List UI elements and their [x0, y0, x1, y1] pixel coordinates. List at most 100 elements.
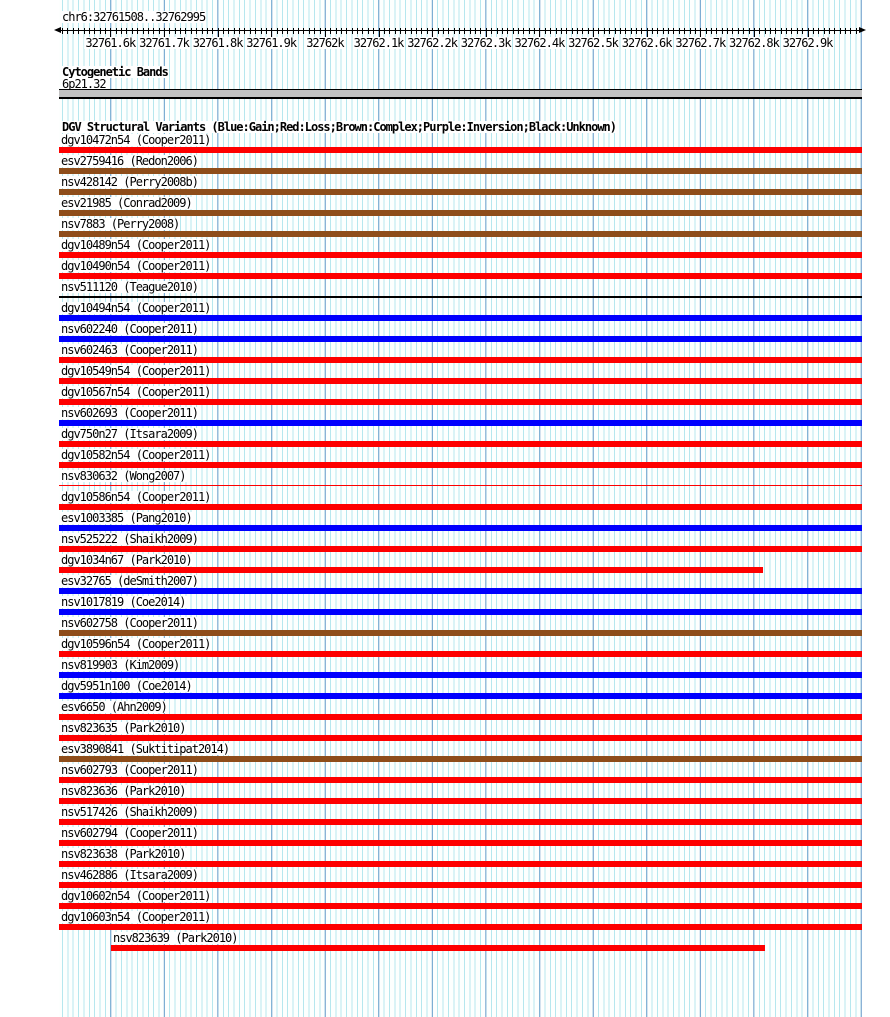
variant-label[interactable]: nsv602693 (Cooper2011) [60, 406, 199, 420]
variant-label[interactable]: nsv7883 (Perry2008) [60, 217, 180, 231]
variant-bar[interactable] [59, 924, 862, 930]
variant-bar[interactable] [59, 756, 862, 762]
ruler-tick-label: 32762k [305, 36, 345, 50]
ruler[interactable]: 32761.6k 32761.7k 32761.8k 32761.9k 32762k 32… [54, 27, 866, 52]
variant-bar[interactable] [59, 147, 862, 153]
variant-bar[interactable] [59, 588, 862, 594]
track-canvas: chr6:32761508..32762995 32761.6k 32761.7k… [54, 0, 866, 1017]
variant-bar[interactable] [59, 420, 862, 426]
ruler-tick-label: 32762.7k [674, 36, 727, 50]
ruler-tick-label: 32762.4k [513, 36, 566, 50]
variant-label[interactable]: dgv10472n54 (Cooper2011) [60, 133, 211, 147]
ruler-tick-label: 32761.8k [191, 36, 244, 50]
variant-label[interactable]: esv21985 (Conrad2009) [60, 196, 193, 210]
cytogenetic-bands-header: Cytogenetic Bands [61, 65, 169, 79]
variant-bar[interactable] [59, 189, 862, 195]
ruler-tick-label: 32762.8k [727, 36, 780, 50]
variant-bar[interactable] [59, 609, 862, 615]
variant-bar[interactable] [59, 651, 862, 657]
variant-bar[interactable] [59, 485, 862, 486]
variant-bar[interactable] [59, 462, 862, 468]
ruler-line [61, 30, 859, 31]
variant-label[interactable]: dgv10490n54 (Cooper2011) [60, 259, 211, 273]
cytoband-bar[interactable] [59, 89, 862, 99]
variant-label[interactable]: nsv602463 (Cooper2011) [60, 343, 199, 357]
variant-bar[interactable] [59, 735, 862, 741]
variant-label[interactable]: dgv1034n67 (Park2010) [60, 553, 193, 567]
variant-label[interactable]: nsv428142 (Perry2008b) [60, 175, 199, 189]
ruler-tick-label: 32762.2k [406, 36, 458, 50]
variant-label[interactable]: dgv10602n54 (Cooper2011) [60, 889, 211, 903]
variant-bar[interactable] [59, 357, 862, 363]
variant-bar[interactable] [59, 252, 862, 258]
variant-label[interactable]: dgv5951n100 (Coe2014) [60, 679, 193, 693]
variant-bar[interactable] [59, 336, 862, 342]
variant-bar[interactable] [59, 315, 862, 321]
variant-label[interactable]: nsv602794 (Cooper2011) [60, 826, 199, 840]
ruler-tick-label: 32761.7k [138, 36, 190, 50]
variant-label[interactable]: dgv750n27 (Itsara2009) [60, 427, 199, 441]
variant-label[interactable]: dgv10596n54 (Cooper2011) [60, 637, 211, 651]
variant-bar[interactable] [59, 693, 862, 699]
variant-label[interactable]: esv1003385 (Pang2010) [60, 511, 193, 525]
ruler-tick-label: 32762.1k [352, 36, 405, 50]
variant-bar[interactable] [59, 441, 862, 447]
variant-bar[interactable] [59, 399, 862, 405]
ruler-right-arrow-icon [859, 27, 866, 33]
variant-bar[interactable] [59, 630, 862, 636]
variant-bar[interactable] [59, 777, 862, 783]
dgv-track-header: DGV Structural Variants (Blue:Gain;Red:L… [61, 120, 617, 134]
variant-bar[interactable] [59, 903, 862, 909]
variant-label[interactable]: dgv10603n54 (Cooper2011) [60, 910, 211, 924]
variant-bar[interactable] [111, 945, 765, 951]
variant-bar[interactable] [59, 168, 862, 174]
variant-bar[interactable] [59, 296, 862, 298]
variant-label[interactable]: nsv511120 (Teague2010) [60, 280, 199, 294]
variant-bar[interactable] [59, 882, 862, 888]
variant-label[interactable]: nsv823639 (Park2010) [112, 931, 239, 945]
ruler-tick-label: 32762.9k [781, 36, 834, 50]
variant-label[interactable]: esv3890841 (Suktitipat2014) [60, 742, 230, 756]
variant-label[interactable]: nsv823636 (Park2010) [60, 784, 187, 798]
variant-label[interactable]: nsv602793 (Cooper2011) [60, 763, 199, 777]
variant-label[interactable]: nsv602758 (Cooper2011) [60, 616, 199, 630]
variant-label[interactable]: dgv10567n54 (Cooper2011) [60, 385, 211, 399]
variant-bar[interactable] [59, 714, 862, 720]
variant-bar[interactable] [59, 798, 862, 804]
variant-bar[interactable] [59, 231, 862, 237]
variant-label[interactable]: nsv830632 (Wong2007) [60, 469, 187, 483]
variant-bar[interactable] [59, 672, 862, 678]
cytoband-name: 6p21.32 [61, 77, 107, 91]
variant-label[interactable]: nsv823635 (Park2010) [60, 721, 187, 735]
ruler-tick-label: 32761.9k [245, 36, 298, 50]
variant-label[interactable]: nsv517426 (Shaikh2009) [60, 805, 199, 819]
variant-label[interactable]: dgv10494n54 (Cooper2011) [60, 301, 211, 315]
variant-label[interactable]: dgv10582n54 (Cooper2011) [60, 448, 211, 462]
variant-label[interactable]: nsv1017819 (Coe2014) [60, 595, 187, 609]
ruler-tick-label: 32762.3k [459, 36, 512, 50]
variant-bar[interactable] [59, 504, 862, 510]
variant-bar[interactable] [59, 210, 862, 216]
variant-label[interactable]: nsv602240 (Cooper2011) [60, 322, 199, 336]
variant-label[interactable]: nsv823638 (Park2010) [60, 847, 187, 861]
variant-label[interactable]: esv32765 (deSmith2007) [60, 574, 199, 588]
variant-bar[interactable] [59, 567, 763, 573]
variant-label[interactable]: nsv525222 (Shaikh2009) [60, 532, 199, 546]
variant-label[interactable]: esv6650 (Ahn2009) [60, 700, 168, 714]
variant-bar[interactable] [59, 546, 862, 552]
variant-label[interactable]: nsv462886 (Itsara2009) [60, 868, 199, 882]
variant-bar[interactable] [59, 819, 862, 825]
ruler-tick-label: 32762.5k [567, 36, 619, 50]
variant-bar[interactable] [59, 861, 862, 867]
variant-bar[interactable] [59, 273, 862, 279]
variant-label[interactable]: dgv10549n54 (Cooper2011) [60, 364, 211, 378]
variant-label[interactable]: dgv10586n54 (Cooper2011) [60, 490, 211, 504]
variant-bar[interactable] [59, 840, 862, 846]
ruler-tick-label: 32762.6k [620, 36, 673, 50]
variant-label[interactable]: dgv10489n54 (Cooper2011) [60, 238, 211, 252]
variant-label[interactable]: esv2759416 (Redon2006) [60, 154, 199, 168]
variant-label[interactable]: nsv819903 (Kim2009) [60, 658, 180, 672]
variant-bar[interactable] [59, 525, 862, 531]
variant-bar[interactable] [59, 378, 862, 384]
